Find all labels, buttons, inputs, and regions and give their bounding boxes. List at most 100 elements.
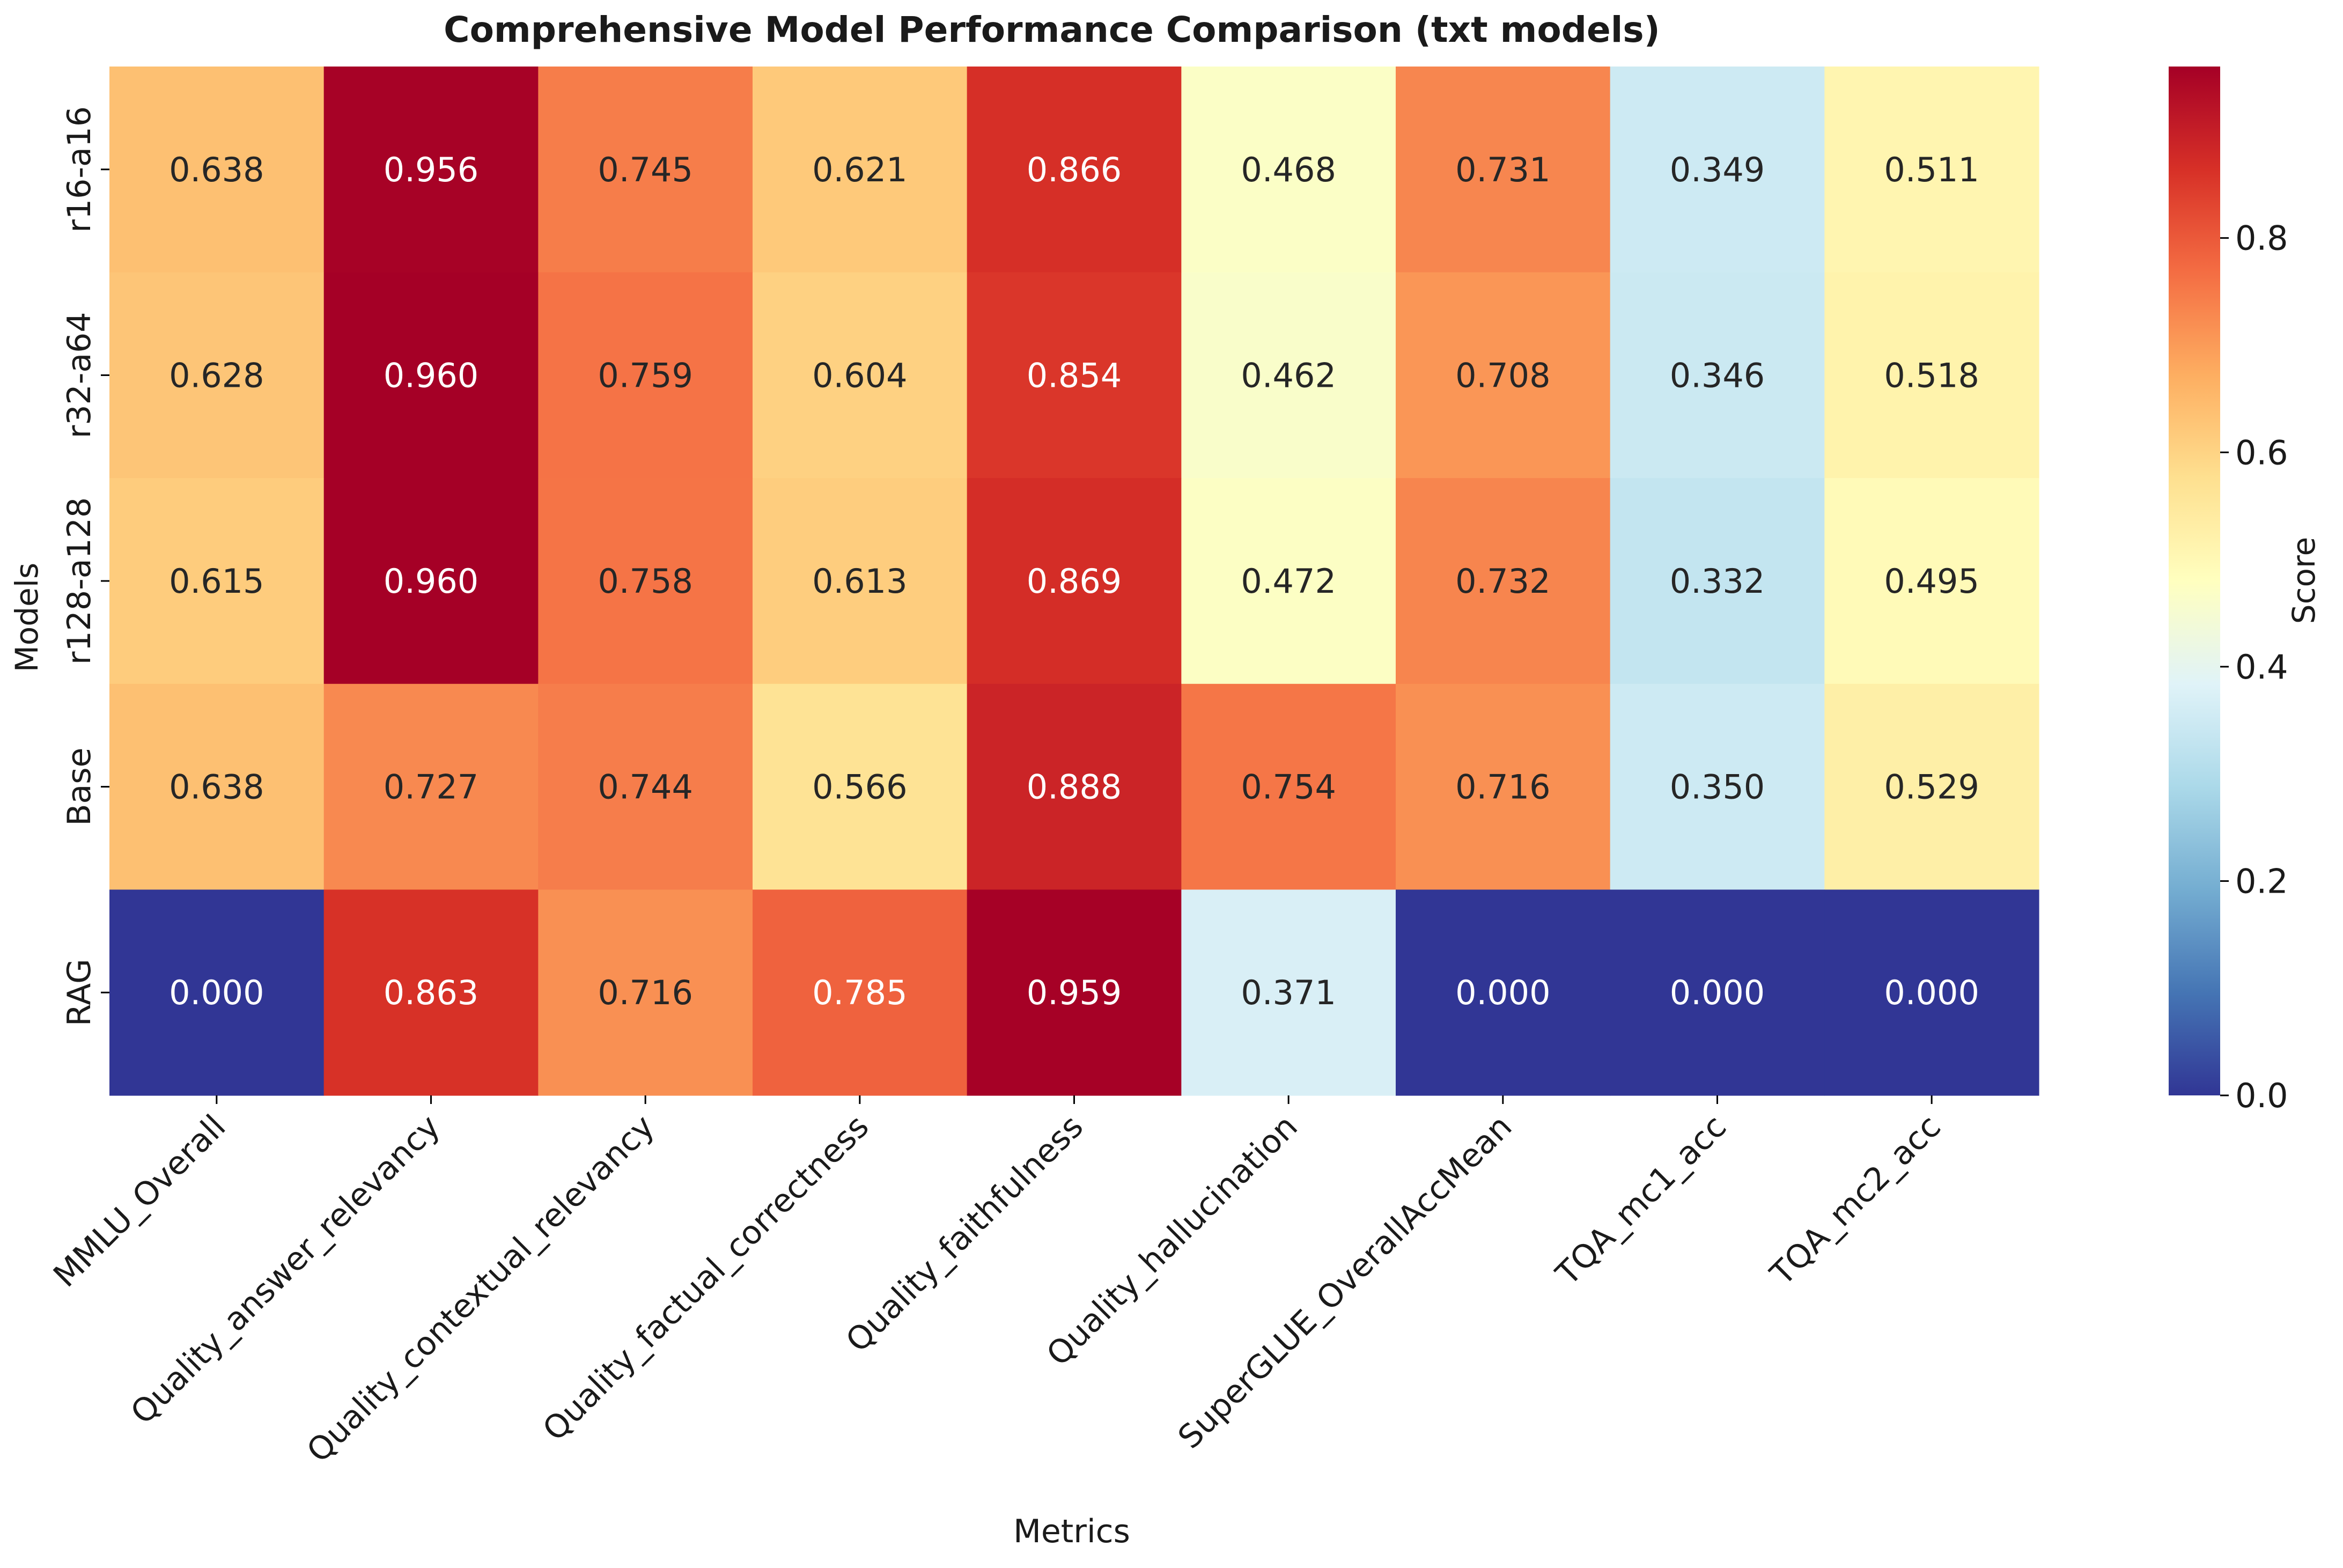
heatmap-cell (1610, 272, 1825, 479)
cell-value-label: 0.638 (169, 150, 264, 189)
heatmap-cell (109, 67, 325, 273)
cell-value-label: 0.000 (1455, 973, 1551, 1012)
cell-value-label: 0.708 (1455, 356, 1551, 395)
heatmap-cell (1181, 67, 1396, 273)
cell-value-label: 0.731 (1455, 150, 1551, 189)
chart-title: Comprehensive Model Performance Comparis… (444, 9, 1660, 50)
cell-value-label: 0.758 (598, 562, 693, 601)
heatmap-cell (1610, 683, 1825, 890)
colorbar-tick-label: 0.2 (2235, 862, 2288, 901)
cell-value-label: 0.716 (598, 973, 693, 1012)
heatmap-cell (109, 889, 325, 1096)
heatmap-cell (753, 478, 968, 684)
row-labels: r16-a16 r32-a64 r128-a128 Base RAG (61, 106, 109, 1026)
cell-value-label: 0.854 (1027, 356, 1122, 395)
cell-value-label: 0.960 (384, 356, 479, 395)
heatmap-cell (1610, 478, 1825, 684)
cell-value-label: 0.759 (598, 356, 693, 395)
cell-value-label: 0.956 (384, 150, 479, 189)
y-tick-label: r16-a16 (61, 106, 98, 233)
heatmap-cell (967, 67, 1182, 273)
heatmap-cell (109, 272, 325, 479)
y-tick-label: r128-a128 (61, 497, 98, 665)
cell-value-label: 0.732 (1455, 562, 1551, 601)
cell-value-label: 0.518 (1884, 356, 1979, 395)
heatmap-cell (323, 478, 539, 684)
y-tick-label: r32-a64 (61, 312, 98, 439)
cell-value-label: 0.332 (1670, 562, 1765, 601)
cell-value-label: 0.000 (169, 973, 264, 1012)
cell-value-label: 0.495 (1884, 562, 1979, 601)
heatmap-cell (538, 272, 753, 479)
heatmap-cell (967, 889, 1182, 1096)
heatmap-cell (109, 683, 325, 890)
heatmap-cell (1824, 889, 2039, 1096)
heatmap-cell (538, 67, 753, 273)
heatmap-cell (1824, 272, 2039, 479)
cell-value-label: 0.511 (1884, 150, 1979, 189)
cell-value-label: 0.566 (812, 768, 908, 807)
heatmap-cell (967, 683, 1182, 890)
heatmap-cell (1824, 683, 2039, 890)
heatmap-cell (323, 889, 539, 1096)
heatmap-cell (323, 272, 539, 479)
y-tick-label: Base (61, 748, 98, 826)
heatmap-cell (1396, 683, 1611, 890)
colorbar-label: Score (2286, 537, 2322, 624)
heatmap-cell (753, 889, 968, 1096)
cell-value-label: 0.866 (1027, 150, 1122, 189)
heatmap-cell (1181, 478, 1396, 684)
cell-value-label: 0.959 (1027, 973, 1122, 1012)
cell-value-label: 0.785 (812, 973, 908, 1012)
heatmap-cell (538, 683, 753, 890)
y-axis-label: Models (9, 563, 45, 672)
heatmap-cell (1824, 478, 2039, 684)
y-tick-label: RAG (61, 959, 98, 1026)
heatmap-cell (1181, 683, 1396, 890)
heatmap-cell (1396, 478, 1611, 684)
heatmap-cell (1396, 67, 1611, 273)
heatmap-cell (1396, 272, 1611, 479)
cell-value-label: 0.604 (812, 356, 908, 395)
heatmap-cell (1181, 889, 1396, 1096)
heatmap-cell (323, 683, 539, 890)
x-tick-label: Quality_hallucination (1040, 1108, 1305, 1373)
x-tick-label: MMLU_Overall (46, 1108, 233, 1294)
cell-value-label: 0.613 (812, 562, 908, 601)
heatmap-cell (109, 478, 325, 684)
cell-value-label: 0.472 (1241, 562, 1336, 601)
x-tick-label: TQA_mc2_acc (1763, 1108, 1948, 1293)
colorbar-tick-label: 0.8 (2235, 219, 2288, 258)
heatmap-cell (1824, 67, 2039, 273)
heatmap-cell (1610, 889, 1825, 1096)
cell-value-label: 0.462 (1241, 356, 1336, 395)
heatmap-cell (753, 67, 968, 273)
cell-value-label: 0.744 (598, 768, 693, 807)
x-tick-label: Quality_contextual_relevancy (300, 1108, 662, 1470)
cell-value-label: 0.615 (169, 562, 264, 601)
cell-value-label: 0.745 (598, 150, 693, 189)
heatmap-cell (538, 478, 753, 684)
cell-value-label: 0.888 (1027, 768, 1122, 807)
cell-value-label: 0.727 (384, 768, 479, 807)
heatmap-cell (323, 67, 539, 273)
colorbar-tick-label: 0.6 (2235, 433, 2288, 472)
colorbar: 0.0 0.2 0.4 0.6 0.8 (2169, 67, 2288, 1115)
colorbar-gradient (2169, 67, 2220, 1095)
heatmap-cell (753, 272, 968, 479)
heatmap-cells: 0.638 0.956 0.745 0.621 0.866 0.468 0.731 0.349… (109, 67, 2039, 1096)
cell-value-label: 0.350 (1670, 768, 1765, 807)
cell-value-label: 0.628 (169, 356, 264, 395)
cell-value-label: 0.529 (1884, 768, 1979, 807)
column-labels: MMLU_OverallQuality_answer_relevancyQual… (46, 1095, 1948, 1470)
cell-value-label: 0.371 (1241, 973, 1336, 1012)
cell-value-label: 0.754 (1241, 768, 1336, 807)
heatmap-cell (538, 889, 753, 1096)
heatmap-cell (967, 478, 1182, 684)
cell-value-label: 0.346 (1670, 356, 1765, 395)
x-tick-label: TQA_mc1_acc (1549, 1108, 1734, 1293)
heatmap-cell (753, 683, 968, 890)
heatmap-cell (967, 272, 1182, 479)
heatmap-cell (1396, 889, 1611, 1096)
